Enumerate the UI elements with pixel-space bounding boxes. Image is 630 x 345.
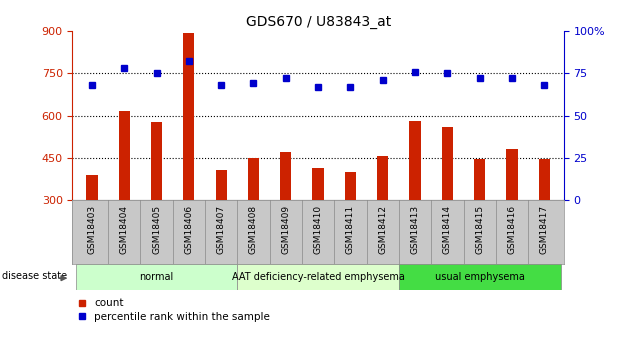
Bar <box>410 121 421 200</box>
Bar <box>345 172 356 200</box>
Text: GSM18406: GSM18406 <box>185 205 193 254</box>
Text: GSM18403: GSM18403 <box>88 205 96 254</box>
Text: GSM18405: GSM18405 <box>152 205 161 254</box>
Bar <box>280 152 292 200</box>
Bar <box>474 159 486 200</box>
Text: disease state: disease state <box>2 270 67 280</box>
Title: GDS670 / U83843_at: GDS670 / U83843_at <box>246 14 391 29</box>
Bar <box>238 264 399 290</box>
Text: GSM18404: GSM18404 <box>120 205 129 254</box>
Text: GSM18414: GSM18414 <box>443 205 452 254</box>
Text: GSM18409: GSM18409 <box>282 205 290 254</box>
Text: AAT deficiency-related emphysema: AAT deficiency-related emphysema <box>232 272 404 282</box>
Text: GSM18416: GSM18416 <box>508 205 517 254</box>
Text: GSM18411: GSM18411 <box>346 205 355 254</box>
Bar <box>377 156 389 200</box>
Bar <box>183 33 195 200</box>
Text: GSM18410: GSM18410 <box>314 205 323 254</box>
Bar <box>248 158 259 200</box>
Bar <box>118 111 130 200</box>
Bar <box>507 149 518 200</box>
Bar <box>442 127 453 200</box>
Bar <box>215 170 227 200</box>
Text: GSM18408: GSM18408 <box>249 205 258 254</box>
Text: usual emphysema: usual emphysema <box>435 272 525 282</box>
Text: GSM18413: GSM18413 <box>411 205 420 254</box>
Text: GSM18412: GSM18412 <box>378 205 387 254</box>
Bar <box>399 264 561 290</box>
Bar <box>151 122 162 200</box>
Text: normal: normal <box>139 272 174 282</box>
Text: GSM18415: GSM18415 <box>475 205 484 254</box>
Text: GSM18417: GSM18417 <box>540 205 549 254</box>
Bar <box>86 175 98 200</box>
Text: GSM18407: GSM18407 <box>217 205 226 254</box>
Bar <box>312 168 324 200</box>
Bar <box>539 159 550 200</box>
Legend: count, percentile rank within the sample: count, percentile rank within the sample <box>77 298 270 322</box>
Bar <box>76 264 238 290</box>
